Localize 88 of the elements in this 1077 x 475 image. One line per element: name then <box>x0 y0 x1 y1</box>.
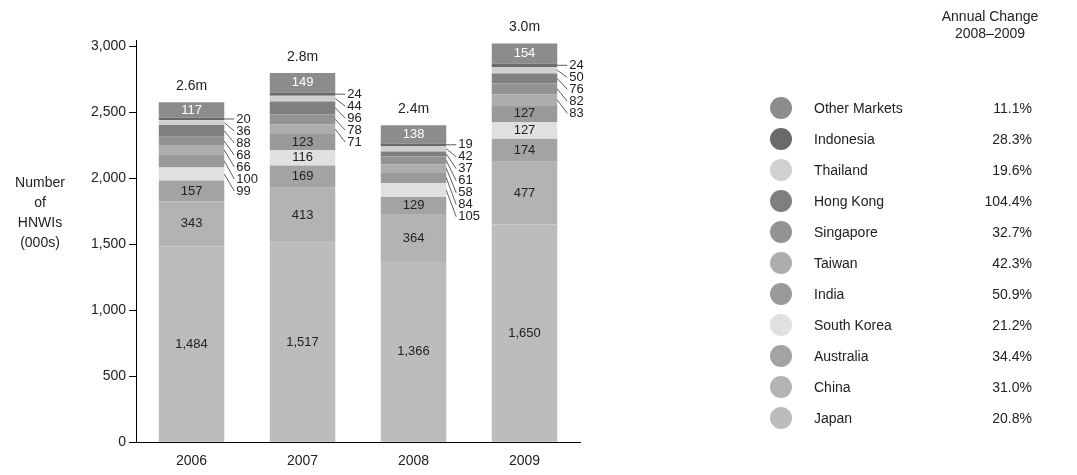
y-tick-label: 1,500 <box>90 235 127 252</box>
y-tick-label: 1,000 <box>90 301 127 318</box>
bar <box>380 183 447 198</box>
x-tick-label: 2007 <box>286 452 319 469</box>
total-label: 2.4m <box>397 100 430 117</box>
bar <box>269 114 336 125</box>
bar <box>491 63 558 67</box>
bar <box>269 124 336 134</box>
y-tick-label: 3,000 <box>90 37 127 54</box>
y-tick-label: 2,000 <box>90 169 127 186</box>
legend-label: Taiwan <box>814 254 859 271</box>
text: 21.2% <box>991 316 1032 333</box>
legend-title: Annual Change 2008–2009 <box>940 8 1040 42</box>
data-label: 1,366 <box>397 343 430 359</box>
data-label: 127 <box>513 121 536 137</box>
y-tick-label: 500 <box>102 367 127 384</box>
legend-label: Singapore <box>814 223 879 240</box>
total-label: 2.8m <box>286 47 319 64</box>
bar <box>491 43 558 64</box>
data-label: 1,650 <box>508 324 541 340</box>
bar <box>269 92 336 96</box>
data-label: 129 <box>402 197 425 213</box>
legend-label: Australia <box>814 347 870 364</box>
total-label: 3.0m <box>508 18 541 35</box>
text: 104.4% <box>983 192 1032 209</box>
data-label: 169 <box>291 168 314 184</box>
x-tick-label: 2006 <box>175 452 208 469</box>
total-label: 2.6m <box>175 77 208 94</box>
bar <box>158 136 225 146</box>
legend-label: India <box>814 285 846 302</box>
legend-label: Japan <box>814 409 854 426</box>
text: 34.4% <box>991 347 1032 364</box>
bar <box>269 165 336 188</box>
data-label: 116 <box>292 149 313 165</box>
text: 42.3% <box>991 254 1032 271</box>
bar <box>269 72 336 93</box>
bar <box>380 146 447 152</box>
text: 31.0% <box>991 378 1032 395</box>
data-label: 127 <box>513 105 536 121</box>
legend-label: Indonesia <box>814 130 876 147</box>
data-label: 1,517 <box>286 333 319 349</box>
data-label: 157 <box>180 182 203 198</box>
legend-label: Other Markets <box>814 99 904 116</box>
bar <box>380 164 447 173</box>
bar <box>491 94 558 106</box>
data-label: 1,484 <box>175 335 208 351</box>
bar <box>269 101 336 115</box>
bar <box>158 167 225 181</box>
data-label: 343 <box>180 215 203 231</box>
data-label: 138 <box>402 126 425 141</box>
bar <box>491 73 558 84</box>
data-label: 123 <box>291 133 314 149</box>
bar <box>491 138 558 162</box>
text: 19.6% <box>991 161 1032 178</box>
bar <box>158 154 225 168</box>
legend-label: Thailand <box>814 161 869 178</box>
x-tick-label: 2008 <box>397 452 430 469</box>
data-label: 149 <box>291 74 314 90</box>
data-label: 477 <box>513 184 536 200</box>
y-tick-label: 2,500 <box>90 103 127 120</box>
bar <box>491 83 558 95</box>
bar <box>491 105 558 123</box>
data-label: 154 <box>513 45 536 61</box>
text: 11.1% <box>992 99 1032 116</box>
bar <box>491 122 558 139</box>
x-tick-label: 2009 <box>508 452 541 469</box>
data-label: 117 <box>181 101 202 117</box>
bar <box>380 156 447 165</box>
y-tick-label: 0 <box>118 433 127 450</box>
bar <box>269 95 336 102</box>
text: 50.9% <box>991 285 1032 302</box>
bar <box>158 125 225 137</box>
legend-label: South Korea <box>814 316 893 333</box>
data-label: 174 <box>513 141 536 157</box>
data-label: 413 <box>291 206 314 222</box>
y-axis-title: Number of HNWIs (000s) <box>15 174 66 251</box>
text: 32.7% <box>991 223 1032 240</box>
bar <box>380 125 447 144</box>
bar <box>158 145 225 155</box>
text: 28.3% <box>991 130 1032 147</box>
legend-label: Hong Kong <box>814 192 886 209</box>
bar <box>158 120 225 126</box>
bar <box>491 66 558 74</box>
text: 20.8% <box>991 409 1032 426</box>
data-label: 364 <box>402 229 425 245</box>
bar <box>380 172 447 184</box>
bar <box>158 102 225 118</box>
legend-label: China <box>814 378 852 395</box>
